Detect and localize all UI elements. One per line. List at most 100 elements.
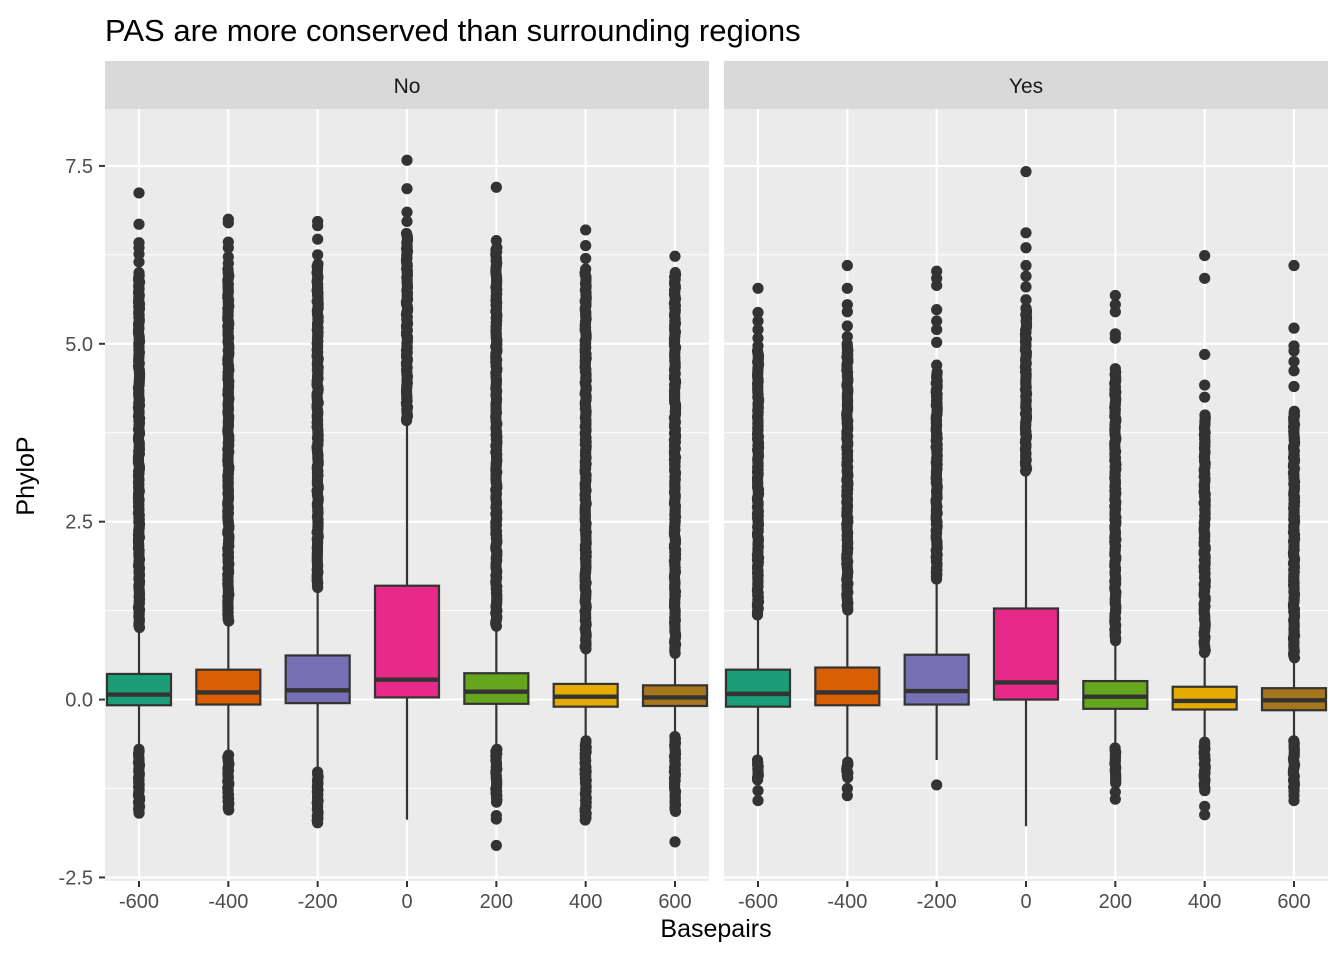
outlier-point: [133, 237, 145, 249]
y-tick-label: 2.5: [65, 512, 93, 534]
box-no--400: [195, 213, 262, 816]
outlier-point: [1288, 259, 1300, 272]
outlier-point: [401, 183, 413, 195]
outlier-point: [1199, 800, 1211, 812]
outlier-point: [1199, 809, 1211, 821]
outlier-point: [223, 804, 235, 816]
box-yes-200: [1082, 289, 1149, 805]
outlier-point: [752, 323, 764, 336]
outlier-point: [1288, 794, 1300, 807]
x-tick-label: -400: [208, 891, 248, 913]
outlier-point: [841, 331, 853, 343]
outlier-point: [669, 647, 681, 659]
y-tick-label: 0.0: [65, 690, 93, 712]
outlier-point: [1199, 249, 1211, 262]
outlier-point: [1288, 380, 1300, 393]
facet-panel-yes: Yes: [724, 61, 1328, 881]
x-tick-label: -600: [738, 891, 778, 913]
box-yes-600: [1260, 259, 1328, 807]
y-axis-title: PhyloP: [12, 436, 40, 515]
box-iqr: [724, 668, 792, 708]
outlier-point: [312, 233, 324, 245]
box-iqr: [105, 672, 173, 707]
box-iqr: [903, 653, 970, 706]
outlier-point: [1109, 299, 1121, 311]
outlier-point: [1288, 322, 1300, 334]
x-axis-title: Basepairs: [660, 915, 771, 943]
outlier-point: [1198, 646, 1211, 659]
box-iqr: [195, 668, 262, 706]
outlier-point: [1288, 365, 1300, 377]
outlier-point: [490, 813, 502, 825]
outlier-point: [669, 836, 681, 848]
outlier-point: [931, 779, 943, 791]
outlier-point: [312, 249, 324, 261]
x-tick-label: 200: [1099, 891, 1132, 913]
outlier-point: [400, 414, 413, 427]
x-tick-label: -600: [119, 891, 159, 913]
x-tick-label: 200: [480, 891, 513, 913]
outlier-point: [931, 323, 943, 336]
outlier-point: [133, 267, 145, 279]
facet-strip-no: [105, 61, 709, 109]
x-tick-label: 0: [1020, 891, 1031, 913]
outlier-point: [133, 218, 145, 230]
outlier-point: [842, 771, 854, 784]
outlier-point: [1199, 272, 1211, 284]
box-yes--200: [903, 265, 970, 791]
outlier-point: [841, 320, 853, 332]
outlier-point: [931, 304, 943, 316]
x-axis: -600 -400 -200 0 200 400 600 -600 -400 -200 0 200 40…: [119, 881, 1311, 913]
outlier-point: [841, 790, 853, 802]
outlier-point: [1288, 355, 1300, 368]
x-tick-label: -200: [298, 891, 338, 913]
facet-panel-no: No: [105, 61, 709, 881]
outlier-point: [1199, 348, 1211, 361]
box-no-200: [463, 181, 530, 852]
box-iqr: [814, 666, 881, 707]
outlier-point: [401, 215, 413, 228]
outlier-point: [490, 181, 502, 193]
x-tick-label: 400: [569, 891, 602, 913]
outlier-point: [1199, 379, 1211, 391]
outlier-point: [1020, 294, 1032, 306]
outlier-point: [752, 332, 764, 344]
box-yes-0: [992, 166, 1060, 827]
y-tick-label: 7.5: [65, 156, 93, 178]
box-no-0: [373, 154, 441, 820]
outlier-point: [312, 215, 324, 228]
box-iqr: [992, 607, 1060, 701]
x-tick-label: -400: [827, 891, 867, 913]
outlier-point: [133, 621, 146, 634]
outlier-point: [752, 315, 764, 327]
outlier-point: [1020, 166, 1032, 178]
x-tick-label: 600: [1277, 891, 1310, 913]
x-tick-label: -200: [917, 891, 957, 913]
outlier-point: [222, 236, 234, 248]
outlier-point: [752, 282, 764, 294]
outlier-point: [1020, 270, 1032, 282]
outlier-point: [222, 213, 234, 225]
box-iqr: [463, 672, 530, 705]
outlier-point: [751, 774, 764, 786]
outlier-point: [669, 250, 681, 262]
outlier-point: [752, 785, 764, 797]
y-tick-label: -2.5: [59, 867, 93, 889]
y-tick-label: 5.0: [65, 334, 93, 356]
outlier-point: [1199, 391, 1211, 403]
box-no--200: [284, 215, 351, 829]
outlier-point: [1288, 652, 1301, 664]
outlier-point: [931, 336, 943, 348]
outlier-point: [1109, 793, 1121, 805]
outlier-point: [133, 807, 145, 819]
outlier-point: [841, 299, 853, 311]
box-iqr: [1171, 685, 1238, 711]
outlier-point: [490, 839, 502, 852]
outlier-point: [580, 643, 592, 655]
outlier-point: [1109, 635, 1122, 647]
outlier-point: [401, 206, 413, 218]
outlier-point: [1019, 465, 1032, 477]
box-yes-400: [1171, 249, 1238, 821]
box-no--600: [105, 187, 173, 819]
